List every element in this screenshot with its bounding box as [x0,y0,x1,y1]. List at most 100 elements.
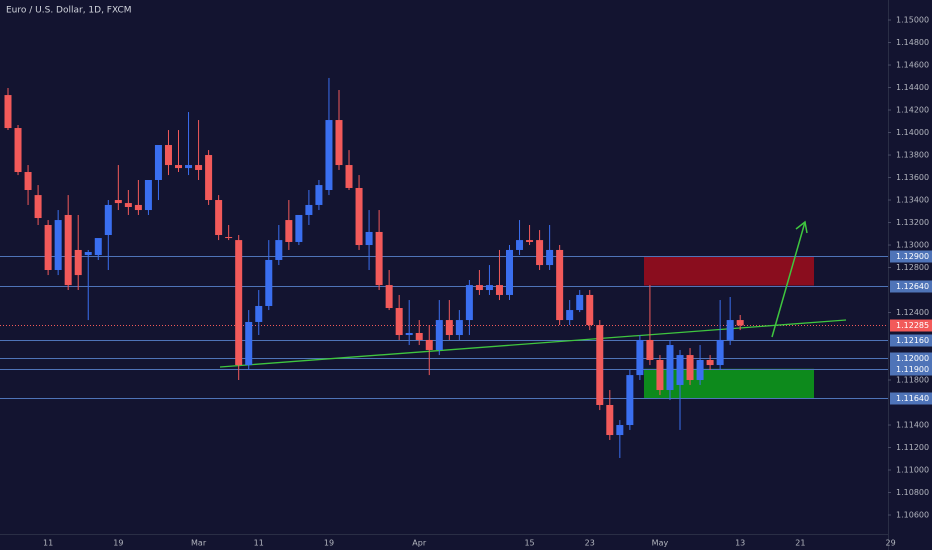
candle-body [415,332,423,340]
candle-body [175,165,183,169]
candle-body [205,155,213,201]
y-tick-label: 1.14200 [896,106,929,115]
candle-body [435,320,443,350]
candle-body [275,240,283,260]
candle-body [154,145,162,180]
x-tick-label: 21 [795,539,805,548]
candle-body [666,345,674,391]
candle-body [195,165,203,170]
x-tick-label: 19 [113,539,123,548]
candle-body [626,375,634,426]
level-label: 1.12160 [896,336,929,345]
arrow-shaft [771,221,806,338]
arrow [771,220,808,338]
candle-body [465,285,473,321]
level-label-box [890,250,932,263]
candle-body [546,249,554,266]
candle-body [516,240,524,250]
candle-body [455,320,463,336]
y-tick-label: 1.13400 [896,196,929,205]
candle-body [94,238,102,256]
zone [644,256,814,286]
candle-body [365,231,373,246]
candle-body [215,200,223,236]
y-tick-label: 1.14600 [896,61,929,70]
candle-body [4,95,12,129]
y-tick-label: 1.14000 [896,128,929,137]
y-tick-label: 1.11000 [896,466,929,475]
y-tick-label: 1.12800 [896,263,929,272]
candle-body [506,249,513,295]
candle-body [596,325,604,405]
candle-body [245,321,253,366]
levels [0,256,888,399]
y-tick-label: 1.15000 [896,16,929,25]
candle-body [74,249,82,276]
x-tick-label: 11 [43,539,53,548]
candle-body [726,320,734,340]
level-label-box [890,280,932,293]
trend-line [219,319,847,368]
y-tick-label: 1.13600 [896,173,929,182]
level-label: 1.12640 [896,282,929,291]
candle-body [124,203,132,207]
candle-body [54,220,62,270]
candle-body [616,425,624,436]
candle-body [64,214,72,286]
candle-body [566,310,574,321]
level-label-box [890,392,932,405]
candle-body [425,339,433,350]
x-tick-label: Mar [191,539,207,548]
candle-body [14,128,22,173]
candle-body [676,355,684,385]
x-tick-label: 29 [886,539,896,548]
candle-body [736,320,744,326]
candle-body [586,294,594,326]
candle-body [475,285,483,291]
y-tick-label: 1.14800 [896,38,929,47]
candle-body [606,404,614,436]
candle-body [656,359,664,391]
candle-body [114,200,122,204]
level-label-box [890,363,932,376]
level-label-box [890,334,932,347]
x-tick-label: Apr [412,539,427,548]
level-label-box [890,352,932,365]
candle-body [84,251,92,256]
candle-body [485,285,493,291]
candle-body [235,240,243,366]
candle-body [355,187,363,246]
candle-body [536,240,544,266]
candle-body [636,339,644,376]
y-tick-label: 1.11400 [896,421,929,430]
candle-body [706,359,714,366]
candle-body [385,285,393,309]
candle-body [285,220,293,242]
candle-body [24,172,32,191]
candle-body [255,305,263,322]
candle-body [325,120,333,191]
y-tick-label: 1.10600 [896,511,929,520]
y-tick-label: 1.13000 [896,241,929,250]
candle-body [576,294,584,311]
x-tick-label: 15 [524,539,534,548]
arrow-head [795,220,808,234]
candles [4,77,744,458]
level-label-box [890,319,932,332]
candle-body [34,195,42,219]
candle-body [696,359,704,381]
x-tick-label: 11 [254,539,264,548]
candle-body [405,332,413,336]
x-tick-label: 19 [324,539,334,548]
candle-body [44,224,52,270]
candle-body [556,249,564,321]
candle-body [395,308,403,336]
candle-body [225,237,233,239]
candle-body [495,285,503,295]
candle-body [144,179,152,211]
candle-body [686,355,694,381]
y-tick-label: 1.11200 [896,443,929,452]
level-label: 1.11640 [896,394,929,403]
level-label: 1.12900 [896,252,929,261]
x-tick-label: 23 [585,539,595,548]
